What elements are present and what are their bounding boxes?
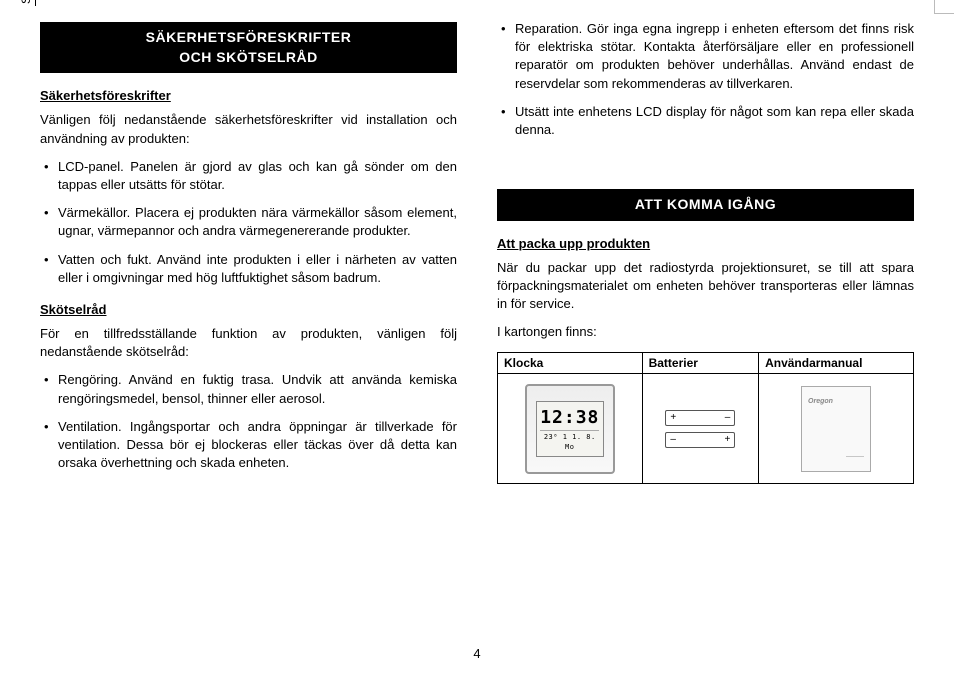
list-item: Vatten och fukt. Använd inte produkten i… xyxy=(58,251,457,287)
list-item: Reparation. Gör inga egna ingrepp i enhe… xyxy=(515,20,914,93)
left-column: SÄKERHETSFÖRESKRIFTER OCH SKÖTSELRÅD Säk… xyxy=(40,20,457,610)
care-subhead: Skötselråd xyxy=(40,301,457,319)
clock-icon: 12:38 23⁰ 1 1. 8. Mo xyxy=(525,384,615,474)
care-intro: För en tillfredsställande funktion av pr… xyxy=(40,325,457,361)
care-list: Rengöring. Använd en fuktig trasa. Undvi… xyxy=(40,371,457,472)
list-item: Värmekällor. Placera ej produkten nära v… xyxy=(58,204,457,240)
header-line: OCH SKÖTSELRÅD xyxy=(179,49,317,65)
safety-subhead: Säkerhetsföreskrifter xyxy=(40,87,457,105)
safety-header: SÄKERHETSFÖRESKRIFTER OCH SKÖTSELRÅD xyxy=(40,22,457,73)
table-header: Batterier xyxy=(642,352,759,374)
polarity: – xyxy=(725,411,731,425)
polarity: + xyxy=(670,411,676,425)
lcd-display: 12:38 23⁰ 1 1. 8. Mo xyxy=(536,401,604,457)
battery-icon: – + xyxy=(665,432,735,448)
polarity: – xyxy=(670,433,676,447)
table-cell-manual: Oregon ——— xyxy=(759,374,914,484)
lcd-time: 12:38 xyxy=(540,405,599,430)
batteries-icon: + – – + xyxy=(649,410,753,448)
header-line: SÄKERHETSFÖRESKRIFTER xyxy=(146,29,352,45)
care-list-continued: Reparation. Gör inga egna ingrepp i enhe… xyxy=(497,20,914,139)
box-contents-intro: I kartongen finns: xyxy=(497,323,914,341)
unpacking-para: När du packar upp det radiostyrda projek… xyxy=(497,259,914,314)
contents-table: Klocka Batterier Användarmanual 12:38 23… xyxy=(497,352,914,485)
manual-brand: Oregon xyxy=(808,398,833,405)
list-item: Utsätt inte enhetens LCD display för någ… xyxy=(515,103,914,139)
right-column: Reparation. Gör inga egna ingrepp i enhe… xyxy=(497,20,914,610)
table-header: Användarmanual xyxy=(759,352,914,374)
unpacking-subhead: Att packa upp produkten xyxy=(497,235,914,253)
table-header: Klocka xyxy=(498,352,643,374)
table-cell-batteries: + – – + xyxy=(642,374,759,484)
list-item: Rengöring. Använd en fuktig trasa. Undvi… xyxy=(58,371,457,407)
safety-intro: Vänligen följ nedanstående säkerhetsföre… xyxy=(40,111,457,147)
list-item: LCD-panel. Panelen är gjord av glas och … xyxy=(58,158,457,194)
content-columns: SÄKERHETSFÖRESKRIFTER OCH SKÖTSELRÅD Säk… xyxy=(40,20,914,610)
battery-icon: + – xyxy=(665,410,735,426)
table-cell-clock: 12:38 23⁰ 1 1. 8. Mo xyxy=(498,374,643,484)
lcd-date: 23⁰ 1 1. 8. Mo xyxy=(540,430,599,453)
manual-icon: Oregon ——— xyxy=(801,386,871,472)
page-corner xyxy=(934,0,954,14)
language-tab: SWE xyxy=(18,0,36,6)
list-item: Ventilation. Ingångsportar och andra öpp… xyxy=(58,418,457,473)
polarity: + xyxy=(724,433,730,447)
page-number: 4 xyxy=(0,645,954,663)
safety-list: LCD-panel. Panelen är gjord av glas och … xyxy=(40,158,457,287)
getting-started-header: ATT KOMMA IGÅNG xyxy=(497,189,914,221)
manual-line: ——— xyxy=(846,453,864,461)
